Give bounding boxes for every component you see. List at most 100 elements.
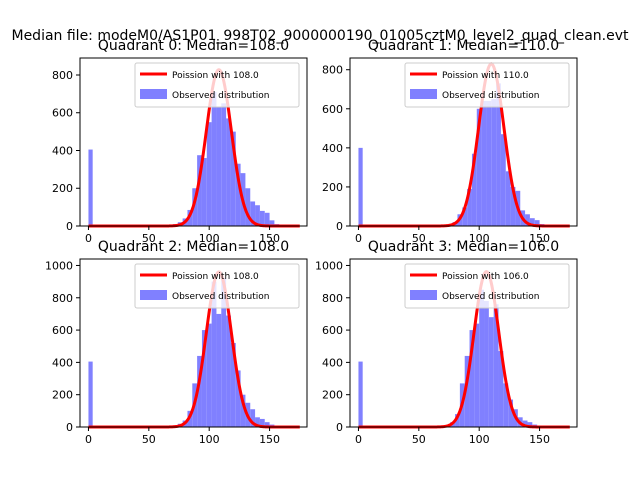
hist-bar [510,186,516,226]
x-tick-label: 50 [142,232,156,245]
hist-bar [259,210,265,226]
legend-hist-swatch [410,89,437,99]
x-tick-label: 150 [529,433,550,446]
legend-hist-swatch [140,290,167,300]
hist-bar [476,108,482,226]
hist-bar [255,417,260,427]
hist-bar [491,99,497,226]
legend: Poission with 110.0 Observed distribution [404,62,570,108]
legend: Poission with 108.0 Observed distribution [134,263,300,309]
hist-bar [197,155,202,226]
hist-bar [481,100,487,226]
subplot-3: 0 50 100 150 0 200 400 600 800 1000 Poission with … [315,239,578,446]
legend-box [404,263,570,309]
hist-bar [529,218,535,226]
hist-bar [88,149,93,226]
hist-bar [250,409,256,427]
y-tick-label: 600 [52,107,73,120]
hist-bar [240,394,246,427]
y-tick-label: 800 [52,292,73,305]
hist-bar [496,83,501,226]
legend-label-observed: Observed distribution [442,91,539,101]
y-tick-label: 400 [52,356,73,369]
legend-label-model: Poission with 110.0 [442,71,529,81]
hist-bar [264,212,270,226]
hist-bar [493,304,499,427]
y-tick-label: 1000 [45,259,73,272]
x-tick-label: 100 [469,232,490,245]
y-tick-label: 0 [66,220,73,233]
hist-bar [230,343,236,427]
y-tick-label: 600 [52,324,73,337]
legend-label-observed: Observed distribution [172,292,269,302]
legend-label-model: Poission with 108.0 [172,272,259,282]
y-tick-label: 200 [322,389,343,402]
x-tick-label: 150 [259,433,280,446]
hist-bar [505,171,511,226]
subplot-title: Quadrant 0: Median=108.0 [98,38,289,54]
hist-bar [479,289,485,427]
hist-bar [486,100,492,226]
legend: Poission with 108.0 Observed distribution [134,62,300,108]
hist-bar [455,414,460,427]
axes-frame [79,258,308,428]
subplot-1: 0 50 100 150 0 200 400 600 800 Poission with 110.… [322,38,578,245]
hist-bar [226,118,231,226]
hist-bar [221,103,227,226]
x-tick-label: 150 [529,232,550,245]
hist-bar [522,420,528,427]
hist-bar [230,131,236,226]
y-tick-label: 400 [322,142,343,155]
hist-bar [358,147,363,226]
legend-box [134,62,300,108]
y-tick-label: 400 [322,356,343,369]
x-tick-label: 50 [412,433,426,446]
hist-bar [474,323,480,427]
y-tick-label: 200 [52,389,73,402]
legend-box [404,62,570,108]
y-tick-label: 600 [322,103,343,116]
hist-bar [226,315,231,427]
hist-bar [525,214,530,226]
legend: Poission with 106.0 Observed distribution [404,263,570,309]
x-tick-label: 0 [355,433,362,446]
hist-bar [216,107,222,226]
y-tick-label: 400 [52,144,73,157]
legend-hist-swatch [410,290,437,300]
y-tick-label: 0 [66,421,73,434]
hist-bar [221,278,227,427]
x-tick-label: 50 [142,433,156,446]
hist-bar [484,301,489,427]
y-tick-label: 800 [322,64,343,77]
x-tick-label: 150 [259,232,280,245]
subplot-title: Quadrant 3: Median=106.0 [368,239,559,255]
hist-bar [498,351,504,427]
hist-bar [488,317,494,427]
hist-bar [235,370,241,427]
hist-bar [527,422,533,427]
subplot-0: 0 50 100 150 0 200 400 600 800 Poission with 108.… [52,38,308,245]
hist-bar [503,383,509,427]
y-tick-label: 800 [322,292,343,305]
hist-bar [500,134,506,226]
subplot-title: Quadrant 1: Median=110.0 [368,38,559,54]
y-tick-label: 200 [52,182,73,195]
x-tick-label: 50 [412,232,426,245]
hist-bar [216,313,222,427]
axes-frame [349,258,578,428]
y-tick-label: 1000 [315,259,343,272]
legend-label-observed: Observed distribution [442,292,539,302]
hist-bar [211,91,217,226]
hist-bar [471,153,477,226]
axes-frame [79,57,308,227]
hist-bar [211,281,217,427]
hist-bar [245,188,251,226]
hist-bar [88,361,93,427]
legend-hist-swatch [140,89,167,99]
hist-bar [358,361,363,427]
hist-bar [250,201,256,226]
y-tick-label: 200 [322,181,343,194]
x-tick-label: 0 [85,232,92,245]
hist-bar [201,158,207,226]
legend-label-model: Poission with 108.0 [172,71,259,81]
